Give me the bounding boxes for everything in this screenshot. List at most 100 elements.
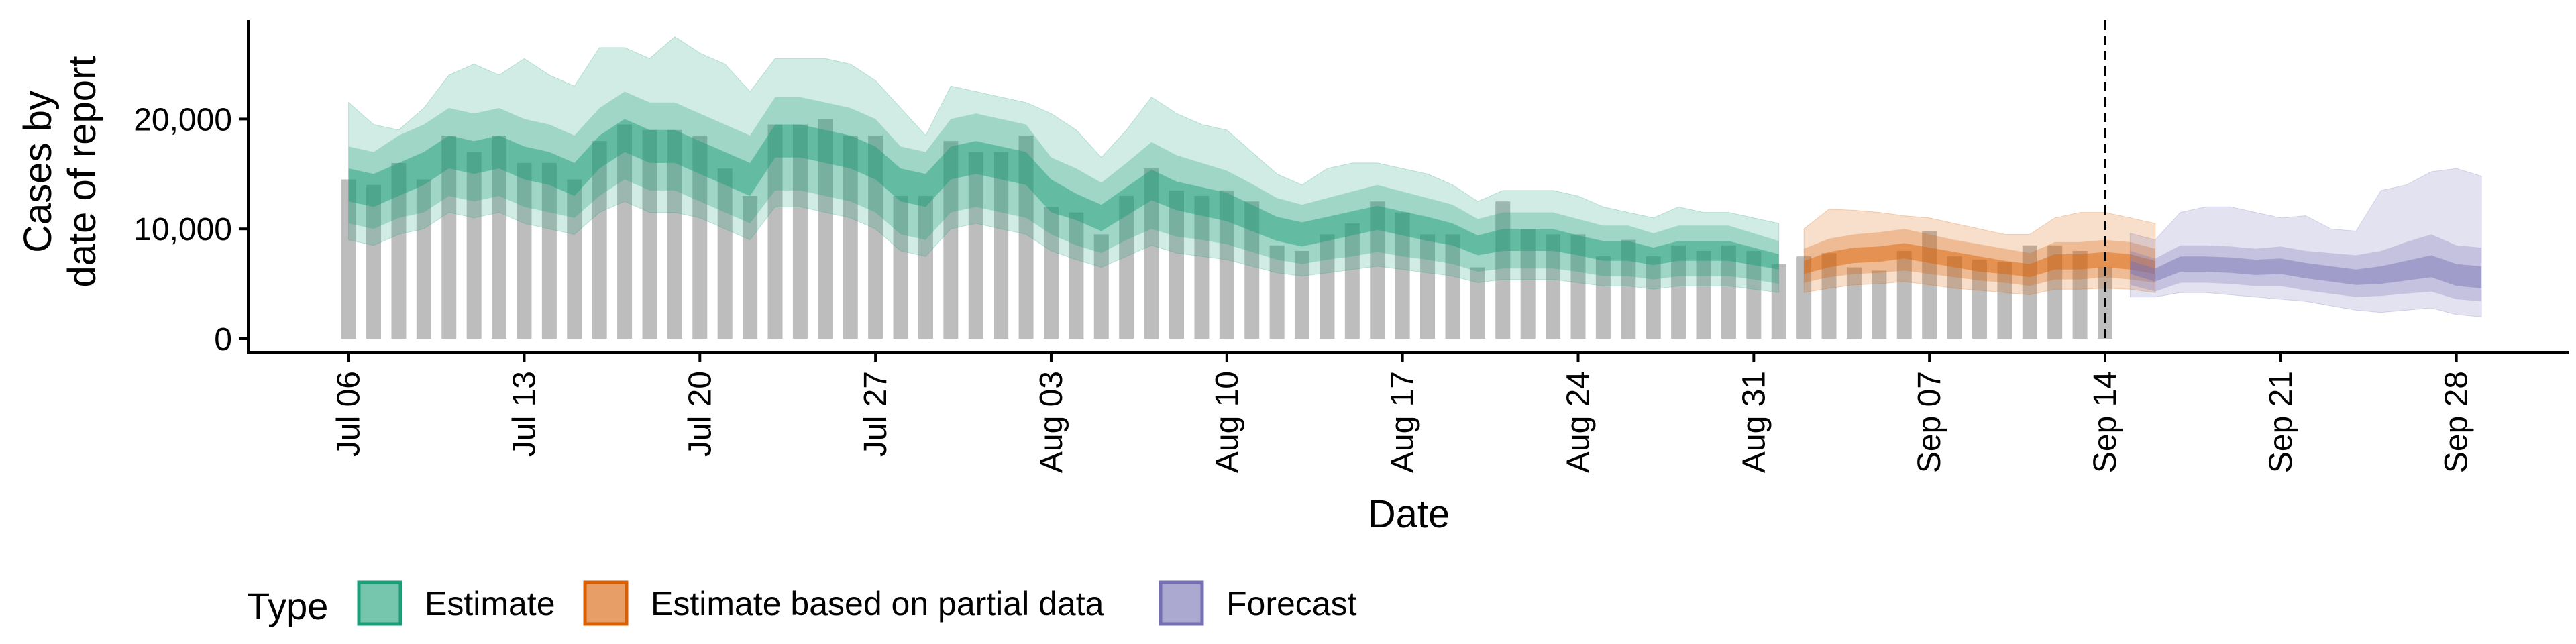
bar: [1570, 234, 1586, 339]
band-inner: [1804, 243, 2155, 278]
bar: [1621, 239, 1636, 339]
x-tick-label: Aug 17: [1385, 371, 1421, 473]
band-inner: [2130, 255, 2482, 288]
bar: [1947, 256, 1962, 339]
y-tick-label: 20,000: [133, 102, 232, 138]
band-outer: [2129, 168, 2482, 317]
legend-title: Type: [247, 585, 328, 627]
bar: [1771, 264, 1786, 339]
y-axis-label-line-1: Cases by: [16, 91, 60, 253]
bar: [1997, 262, 2012, 339]
bar: [567, 179, 582, 339]
bar: [1069, 212, 1084, 339]
bar: [1470, 267, 1485, 339]
bar: [918, 196, 933, 339]
bar: [517, 162, 532, 339]
x-tick-label: Jul 13: [506, 371, 542, 457]
bar: [1043, 207, 1059, 339]
bar: [1872, 270, 1887, 339]
bar: [717, 168, 733, 339]
bar: [943, 141, 959, 339]
y-axis-label-line-2: date of report: [60, 56, 104, 288]
bar: [2047, 245, 2063, 339]
legend-swatch: [357, 580, 402, 626]
bar: [1696, 250, 1711, 339]
y-tick-label: 0: [214, 322, 232, 358]
bar: [1119, 196, 1134, 339]
x-tick-label: Jul 20: [682, 371, 718, 457]
bar: [1244, 201, 1260, 339]
x-tick-label: Aug 24: [1560, 371, 1596, 473]
legend-swatch: [583, 580, 629, 626]
x-tick-label: Jul 27: [858, 371, 894, 457]
bar: [541, 162, 557, 339]
bar: [1821, 253, 1837, 339]
bar: [592, 141, 607, 339]
bar: [1495, 201, 1511, 339]
bar: [1093, 234, 1109, 339]
series-forecast: [2129, 168, 2482, 317]
bar: [2022, 245, 2037, 339]
legend-item: Estimate: [357, 580, 555, 626]
legend-label: Forecast: [1226, 585, 1357, 623]
bar: [1546, 234, 1561, 339]
band-outer: [1803, 209, 2156, 296]
bar: [1344, 223, 1360, 339]
band-middle: [2130, 234, 2482, 302]
bar: [1896, 250, 1912, 339]
bar: [1395, 212, 1410, 339]
legend-item: Forecast: [1159, 580, 1357, 626]
estimate-bands: [348, 36, 2482, 317]
band-outer: [348, 36, 1780, 293]
bar: [1595, 256, 1611, 339]
bar: [391, 162, 407, 339]
bar: [667, 129, 682, 339]
band-middle: [1804, 229, 2155, 286]
bar: [2072, 250, 2088, 339]
y-tick-label: 10,000: [133, 212, 232, 248]
bar: [868, 135, 883, 339]
legend-label: Estimate: [425, 585, 555, 623]
bar: [1721, 245, 1736, 339]
bar: [1846, 267, 1862, 339]
bar: [492, 135, 507, 339]
bar: [416, 179, 431, 339]
bar: [843, 135, 858, 339]
x-tick-label: Sep 07: [1912, 371, 1947, 473]
x-tick-label: Aug 10: [1210, 371, 1245, 473]
x-tick-label: Sep 28: [2439, 371, 2475, 473]
bar: [1972, 260, 1987, 339]
bar: [1746, 250, 1762, 339]
x-axis-ticks: Jul 06 Jul 13 Jul 20 Jul 27 Aug 03 Aug 10 Aug …: [331, 352, 2475, 473]
x-tick-label: Jul 06: [331, 371, 367, 457]
band-middle: [348, 91, 1779, 284]
bar: [1269, 245, 1285, 339]
bar: [818, 119, 833, 339]
bar: [743, 196, 758, 339]
bar: [1922, 231, 1937, 339]
bar: [1194, 196, 1210, 339]
x-axis-label: Date: [1368, 492, 1450, 536]
bar: [1370, 201, 1385, 339]
legend-item: Estimate based on partial data: [583, 580, 1104, 626]
bar: [1646, 256, 1661, 339]
bar: [1295, 250, 1310, 339]
bar: [642, 129, 657, 339]
bar: [341, 179, 356, 339]
bar: [1144, 168, 1159, 339]
bar: [1018, 135, 1034, 339]
bar: [893, 196, 908, 339]
bar: [441, 135, 457, 339]
y-axis-ticks: 0 10,000 20,000: [133, 102, 248, 358]
legend: Type Estimate Estimate based on partial da…: [247, 580, 1357, 627]
bar: [1320, 234, 1335, 339]
legend-swatch: [1159, 580, 1204, 626]
bar: [994, 152, 1009, 339]
axes: [247, 20, 2569, 354]
bar: [1445, 234, 1460, 339]
bar: [1796, 256, 1812, 339]
series-estimate: [348, 36, 1780, 293]
bar: [1420, 234, 1436, 339]
bar: [366, 184, 382, 339]
bar: [1671, 245, 1686, 339]
